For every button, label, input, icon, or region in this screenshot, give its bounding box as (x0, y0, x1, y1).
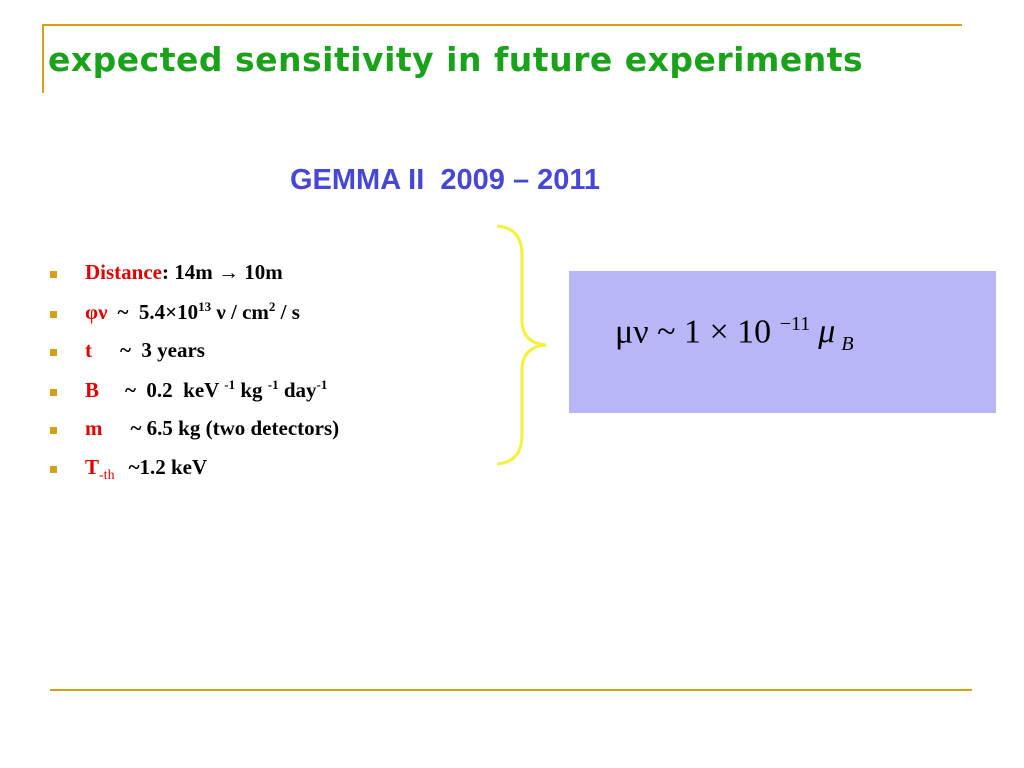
bullet: φν ~ 5.4×1013 ν / cm2 / s (50, 299, 300, 325)
bullet: Distance: 14m → 10m (50, 260, 283, 285)
bullet: m ~ 6.5 kg (two detectors) (50, 416, 339, 441)
superscript: 13 (198, 299, 212, 314)
bullet-text: : 14m → 10m (162, 260, 283, 284)
title: expected sensitivity in future experimen… (48, 40, 864, 79)
bullet-label: m (85, 416, 103, 440)
formula-part: ν (633, 313, 649, 351)
bullet-text: day (278, 378, 317, 402)
bullet-label: Distance (85, 260, 162, 284)
bullet-text: ν / cm (211, 300, 269, 324)
formula-exponent: −11 (779, 313, 811, 335)
superscript: 2 (268, 299, 276, 314)
superscript: -1 (316, 377, 328, 392)
formula-part: μ (818, 313, 836, 351)
result-box: μν ~ 1 × 10 −11 μ B (569, 271, 996, 413)
subtitle: GEMMA II 2009 – 2011 (290, 164, 601, 196)
bullet-text: / s (275, 300, 300, 324)
bullet-text: ~ 0.2 keV (125, 378, 225, 402)
bullet-label: T (85, 455, 100, 479)
formula-subscript: B (841, 333, 854, 356)
bullet: B ~ 0.2 keV -1 kg -1 day-1 (50, 377, 327, 403)
bullet-label: t (85, 338, 92, 362)
bullet-text: ~1.2 keV (128, 455, 208, 479)
bullet-text: kg (235, 378, 268, 402)
bullet-text: ~ 5.4×10 (117, 300, 199, 324)
brace (496, 224, 547, 466)
formula-part: ~ 1 × 10 (648, 313, 780, 351)
bullet-text: ~ 6.5 kg (two detectors) (130, 416, 340, 440)
formula: μν ~ 1 × 10 −11 μ B (615, 313, 854, 356)
superscript: -1 (267, 377, 279, 392)
bullet: T-th ~1.2 keV (50, 455, 207, 484)
formula-part: μ (615, 313, 634, 351)
subscript: -th (99, 468, 115, 484)
bullet-label: B (85, 378, 100, 402)
bullet-text: ~ 3 years (120, 338, 205, 362)
superscript: -1 (224, 377, 236, 392)
bullet: t ~ 3 years (50, 338, 205, 363)
bullet-label: φν (85, 300, 108, 324)
